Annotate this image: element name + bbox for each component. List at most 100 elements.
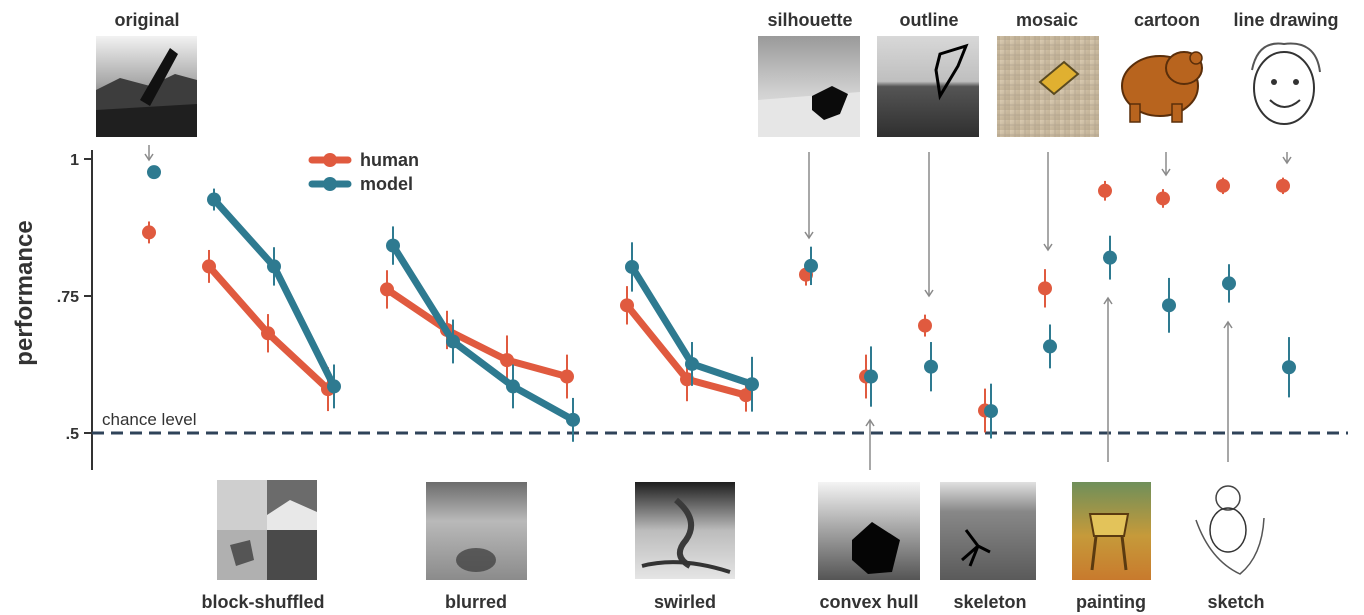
image-silhouette xyxy=(758,36,860,137)
human-point-0-0 xyxy=(142,225,156,240)
image-painting xyxy=(1072,482,1151,580)
thumb-label-painting: painting xyxy=(1076,592,1146,612)
model-point-10-0 xyxy=(1162,298,1176,313)
thumb-cartoon: cartoon xyxy=(1116,10,1218,137)
image-swirled xyxy=(635,482,735,579)
human-point-1-1 xyxy=(261,326,275,341)
legend-human-marker xyxy=(323,153,337,167)
model-point-6-0 xyxy=(924,359,938,374)
model-point-2-3 xyxy=(566,412,580,427)
human-point-9-0 xyxy=(1098,183,1112,198)
thumb-label-outline: outline xyxy=(900,10,959,30)
legend-model-label: model xyxy=(360,174,413,194)
arrow-2 xyxy=(924,152,934,298)
image-block-shuffled xyxy=(217,480,317,580)
model-point-2-1 xyxy=(446,334,460,349)
model-point-4-0 xyxy=(804,258,818,273)
model-point-2-0 xyxy=(386,238,400,253)
chance-level-label: chance level xyxy=(102,410,197,429)
model-point-2-2 xyxy=(506,379,520,394)
model-point-8-0 xyxy=(1043,339,1057,354)
human-point-10-0 xyxy=(1156,191,1170,206)
thumb-label-swirled: swirled xyxy=(654,592,716,612)
arrow-5 xyxy=(1282,152,1292,165)
series-model xyxy=(147,165,1296,442)
y-axis-label: performance xyxy=(11,220,38,365)
y-axis: .5 .75 1 performance xyxy=(11,150,93,470)
thumb-label-skeleton: skeleton xyxy=(953,592,1026,612)
thumb-blurred: blurred xyxy=(426,482,527,612)
human-point-3-2 xyxy=(739,388,753,403)
thumb-convex-hull: convex hull xyxy=(818,482,920,612)
human-point-2-3 xyxy=(560,369,574,384)
thumb-label-sketch: sketch xyxy=(1207,592,1264,612)
image-cartoon xyxy=(1116,36,1218,137)
model-point-3-2 xyxy=(745,377,759,392)
human-point-2-2 xyxy=(500,353,514,368)
model-point-9-0 xyxy=(1103,250,1117,265)
thumb-painting: painting xyxy=(1072,482,1151,612)
thumb-swirled: swirled xyxy=(635,482,735,612)
thumb-label-original: original xyxy=(114,10,179,30)
y-tick-label-0: .5 xyxy=(66,426,79,443)
image-convex-hull xyxy=(818,482,920,580)
thumb-label-silhouette: silhouette xyxy=(767,10,852,30)
model-point-11-0 xyxy=(1222,276,1236,291)
arrow-3 xyxy=(1043,152,1053,252)
thumb-label-cartoon: cartoon xyxy=(1134,10,1200,30)
arrow-1 xyxy=(804,152,814,240)
model-line-2 xyxy=(389,242,577,424)
model-point-1-1 xyxy=(267,259,281,274)
legend-human: human xyxy=(308,150,419,170)
human-line-2 xyxy=(383,285,571,381)
arrows xyxy=(144,145,1292,470)
image-original xyxy=(96,36,197,137)
model-point-3-1 xyxy=(685,356,699,371)
legend: human model xyxy=(308,150,419,194)
model-point-5-0 xyxy=(864,369,878,384)
image-line-drawing xyxy=(1235,36,1337,137)
series-layer xyxy=(142,165,1296,442)
y-tick-label-2: 1 xyxy=(70,152,79,169)
thumb-label-line-drawing: line drawing xyxy=(1233,10,1338,30)
arrow-4 xyxy=(1161,152,1171,177)
thumb-sketch: sketch xyxy=(1185,482,1273,612)
arrow-head-8 xyxy=(1223,320,1233,329)
thumb-label-convex-hull: convex hull xyxy=(819,592,918,612)
thumb-line-drawing: line drawing xyxy=(1233,10,1339,137)
human-point-3-0 xyxy=(620,298,634,313)
arrow-head-7 xyxy=(1103,296,1113,305)
arrow-7 xyxy=(1103,296,1113,462)
series-human xyxy=(142,177,1290,433)
thumb-skeleton: skeleton xyxy=(940,482,1036,612)
thumb-label-blurred: blurred xyxy=(445,592,507,612)
thumb-mosaic: mosaic xyxy=(997,10,1099,137)
model-point-1-0 xyxy=(207,192,221,207)
human-point-6-0 xyxy=(918,318,932,333)
arrow-head-4 xyxy=(1161,168,1171,177)
model-point-3-0 xyxy=(625,259,639,274)
thumb-original: original xyxy=(96,10,197,137)
image-blurred xyxy=(426,482,527,580)
thumb-outline: outline xyxy=(877,10,979,137)
thumb-silhouette: silhouette xyxy=(758,10,860,137)
arrow-0 xyxy=(144,145,154,162)
arrow-head-5 xyxy=(1282,156,1292,165)
thumb-label-mosaic: mosaic xyxy=(1016,10,1078,30)
model-point-12-0 xyxy=(1282,360,1296,375)
human-point-8-0 xyxy=(1038,281,1052,296)
human-point-1-0 xyxy=(202,259,216,274)
human-point-11-0 xyxy=(1216,178,1230,193)
image-mosaic xyxy=(997,36,1099,137)
human-point-2-0 xyxy=(380,282,394,297)
image-skeleton xyxy=(940,482,1036,580)
arrow-head-3 xyxy=(1043,243,1053,252)
legend-model: model xyxy=(308,174,413,194)
arrow-8 xyxy=(1223,320,1233,462)
model-point-0-0 xyxy=(147,165,161,180)
model-point-7-0 xyxy=(984,404,998,419)
legend-human-label: human xyxy=(360,150,419,170)
y-tick-label-1: .75 xyxy=(57,289,79,306)
image-outline xyxy=(877,36,979,137)
arrow-head-2 xyxy=(924,289,934,298)
